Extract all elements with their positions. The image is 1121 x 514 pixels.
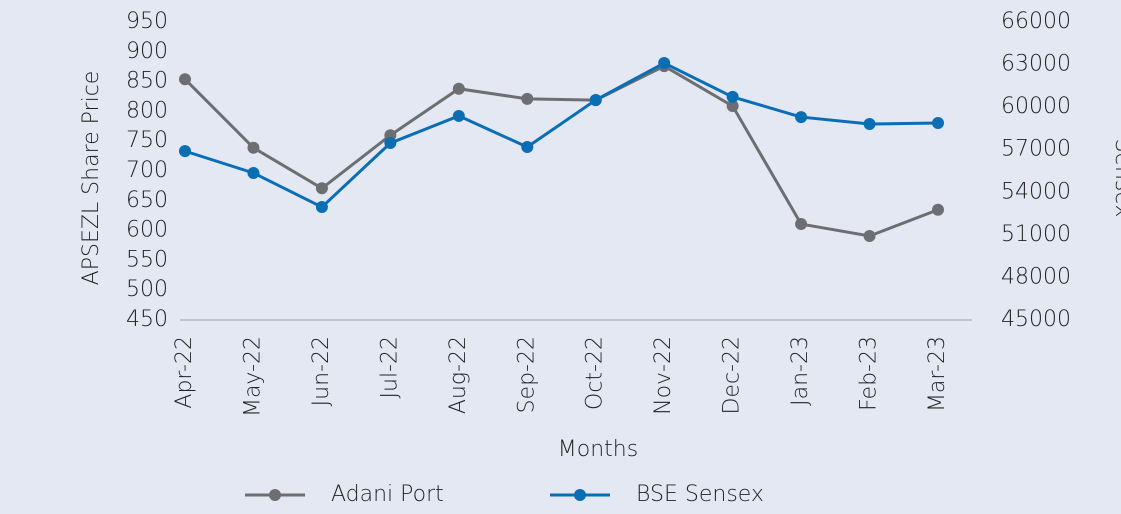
x-tick-label: Apr-22 bbox=[172, 336, 197, 409]
x-tick-label: Mar-23 bbox=[925, 336, 950, 412]
y-tick-label: 950 bbox=[126, 9, 168, 34]
data-point bbox=[932, 203, 944, 216]
y-tick-label: 500 bbox=[126, 277, 168, 302]
x-tick-label: Aug-22 bbox=[446, 336, 471, 414]
x-axis-title: Months bbox=[558, 437, 638, 462]
series-line bbox=[183, 64, 939, 238]
y-tick-label: 800 bbox=[126, 98, 168, 123]
data-point bbox=[452, 109, 465, 122]
x-tick-label: Feb-23 bbox=[857, 336, 882, 411]
data-point bbox=[247, 141, 260, 154]
x-tick-label: Nov-22 bbox=[651, 336, 676, 415]
legend-label: Adani Port bbox=[331, 482, 444, 507]
y2-tick-label: 51000 bbox=[1001, 222, 1071, 247]
y-tick-label: 750 bbox=[126, 128, 168, 153]
y-tick-label: 650 bbox=[126, 188, 168, 213]
data-point bbox=[726, 100, 739, 113]
y2-tick-label: 60000 bbox=[1001, 94, 1071, 119]
y2-tick-label: 66000 bbox=[1001, 9, 1071, 34]
legend-marker bbox=[574, 489, 586, 501]
data-point bbox=[521, 92, 534, 105]
legend-label: BSE Sensex bbox=[636, 482, 764, 507]
data-point bbox=[315, 182, 328, 195]
data-point bbox=[932, 117, 944, 130]
x-tick-label: Jan-23 bbox=[788, 336, 813, 406]
data-point bbox=[521, 141, 534, 154]
data-point bbox=[179, 73, 191, 86]
y-tick-label: 450 bbox=[126, 307, 168, 332]
y-tick-label: 700 bbox=[126, 158, 168, 183]
x-tick-label: Dec-22 bbox=[720, 336, 745, 415]
y2-tick-label: 45000 bbox=[1001, 307, 1071, 332]
data-point bbox=[863, 229, 876, 242]
x-tick-label: May-22 bbox=[240, 336, 265, 417]
y2-tick-label: 54000 bbox=[1001, 179, 1071, 204]
y-axis-title: APSEZL Share Price bbox=[79, 71, 104, 286]
x-tick-label: Jul-22 bbox=[377, 336, 402, 398]
y-tick-label: 600 bbox=[126, 218, 168, 243]
x-tick-label: Sep-22 bbox=[514, 336, 539, 413]
data-point bbox=[179, 145, 191, 158]
data-point bbox=[795, 111, 808, 124]
data-point bbox=[247, 166, 260, 179]
data-point bbox=[452, 82, 465, 95]
data-point bbox=[589, 94, 602, 107]
legend-marker bbox=[269, 489, 281, 501]
data-point bbox=[315, 201, 328, 214]
y-tick-label: 900 bbox=[126, 39, 168, 64]
y2-tick-label: 57000 bbox=[1001, 137, 1071, 162]
data-point bbox=[658, 57, 671, 70]
data-point bbox=[795, 218, 808, 231]
data-point bbox=[726, 90, 739, 103]
data-point bbox=[863, 118, 876, 131]
series-line bbox=[184, 61, 939, 209]
y-tick-label: 850 bbox=[126, 69, 168, 94]
x-tick-label: Oct-22 bbox=[583, 336, 608, 410]
data-point bbox=[384, 137, 397, 150]
y-tick-label: 550 bbox=[126, 247, 168, 272]
y2-tick-label: 63000 bbox=[1001, 52, 1071, 77]
x-tick-label: Jun-22 bbox=[309, 336, 334, 406]
y2-tick-label: 48000 bbox=[1001, 264, 1071, 289]
y2-axis-title: Sensex bbox=[1110, 138, 1121, 217]
